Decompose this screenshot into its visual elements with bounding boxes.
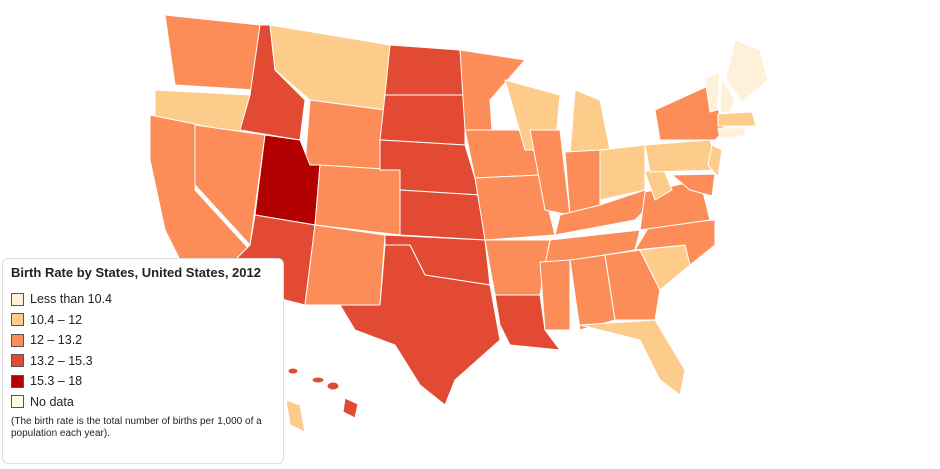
state[interactable]: [164, 14, 261, 91]
legend-swatch: [11, 395, 24, 409]
state[interactable]: [539, 259, 571, 331]
state[interactable]: [717, 111, 757, 127]
state[interactable]: [644, 139, 721, 173]
legend-items: Less than 10.4 10.4 – 12 12 – 13.2 13.2 – 1…: [11, 289, 275, 412]
legend-item[interactable]: No data: [11, 392, 275, 413]
state[interactable]: [459, 49, 526, 131]
state[interactable]: [304, 224, 386, 306]
state[interactable]: [399, 189, 486, 241]
legend-swatch: [11, 374, 24, 388]
legend: Birth Rate by States, United States, 201…: [2, 258, 284, 464]
state[interactable]: [717, 127, 746, 139]
state[interactable]: [494, 294, 561, 351]
state[interactable]: [569, 89, 611, 156]
state[interactable]: [671, 173, 716, 197]
legend-label: 15.3 – 18: [30, 374, 83, 389]
state[interactable]: [314, 164, 401, 236]
state[interactable]: [285, 399, 306, 433]
legend-title: Birth Rate by States, United States, 201…: [11, 265, 261, 280]
legend-item[interactable]: 12 – 13.2: [11, 330, 275, 351]
state[interactable]: [384, 44, 466, 96]
legend-note: (The birth rate is the total number of b…: [11, 416, 262, 439]
state[interactable]: [725, 39, 769, 103]
state[interactable]: [287, 367, 299, 375]
state[interactable]: [704, 71, 721, 113]
state[interactable]: [604, 249, 661, 321]
legend-swatch: [11, 354, 24, 368]
state[interactable]: [339, 244, 501, 406]
state[interactable]: [707, 144, 723, 178]
legend-item[interactable]: 10.4 – 12: [11, 310, 275, 331]
legend-swatch: [11, 313, 24, 327]
state[interactable]: [342, 397, 359, 419]
legend-label: No data: [30, 394, 74, 409]
state[interactable]: [379, 94, 466, 146]
legend-label: 13.2 – 15.3: [30, 353, 93, 368]
state[interactable]: [719, 77, 736, 113]
state[interactable]: [564, 149, 601, 216]
state[interactable]: [579, 319, 686, 396]
legend-item[interactable]: 15.3 – 18: [11, 371, 275, 392]
legend-label: 10.4 – 12: [30, 312, 83, 327]
legend-label: Less than 10.4: [30, 292, 113, 307]
legend-item[interactable]: Less than 10.4: [11, 289, 275, 310]
legend-swatch: [11, 292, 24, 306]
state[interactable]: [311, 376, 325, 384]
state[interactable]: [304, 99, 386, 171]
legend-label: 12 – 13.2: [30, 333, 83, 348]
legend-item[interactable]: 13.2 – 15.3: [11, 351, 275, 372]
state[interactable]: [326, 381, 340, 391]
legend-swatch: [11, 333, 24, 347]
